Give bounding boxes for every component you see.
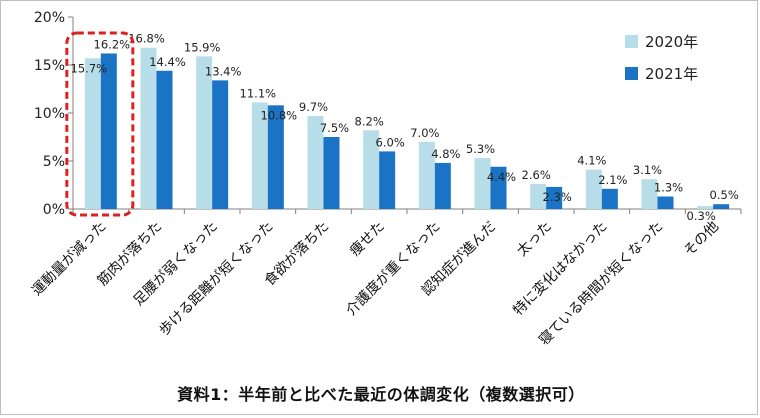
data-label-2020: 5.3% [466,142,495,156]
bar-2021 [657,196,674,209]
bar-2020 [530,184,547,209]
legend-swatch-2021 [625,67,638,80]
y-tick-label: 10% [34,106,65,122]
bar-2021 [267,105,284,209]
data-label-2020: 3.1% [633,163,662,177]
data-label-2021: 16.2% [94,37,131,51]
data-label-2021: 4.4% [487,170,516,184]
bar-2021 [100,53,117,210]
data-label-2020: 15.7% [71,61,108,75]
bar-2020 [196,56,213,209]
bar-2020 [140,47,157,209]
bar-2020 [307,115,324,209]
bar-2021 [156,70,173,209]
data-label-2020: 15.9% [184,40,221,54]
category-label: 介護度が重くなった [343,219,443,319]
data-label-2021: 7.5% [320,121,349,135]
data-label-2021: 6.0% [376,135,405,149]
data-label-2021: 13.4% [205,64,242,78]
data-label-2020: 8.2% [355,114,384,128]
bar-2021 [323,137,340,209]
category-label: その他 [681,219,722,260]
bar-2020 [251,102,268,209]
chart-caption: 資料1：半年前と比べた最近の体調変化（複数選択可） [177,385,585,404]
data-label-2020: 4.1% [577,154,606,168]
category-label: 歩ける距離が短くなった [156,218,277,339]
bar-2021 [434,162,451,209]
data-label-2020: 9.7% [299,100,328,114]
y-tick-label: 0% [43,202,65,218]
y-tick-label: 5% [43,154,65,170]
bar-2020 [363,130,380,209]
category-label: 特に変化はなかった [510,218,611,319]
category-label: 運動量が減った [28,218,109,299]
data-label-2021: 2.3% [543,190,572,204]
data-label-2020: 11.1% [240,86,277,100]
bar-2021 [490,166,507,209]
category-label: 痩せた [346,218,388,260]
legend-label-2020: 2020年 [645,33,698,51]
bar-2021 [601,188,618,209]
data-label-2020: 2.6% [522,168,551,182]
bar-2020 [697,206,714,209]
bar-2021 [546,186,563,209]
data-label-2021: 0.5% [710,188,739,202]
category-label: 太った [514,219,555,260]
bar-2021 [212,80,229,209]
data-label-2020: 0.3% [687,209,716,223]
y-tick-label: 20% [34,10,65,26]
bar-2020 [474,158,491,209]
y-tick-label: 15% [34,58,65,74]
bar-2021 [713,204,730,209]
data-label-2021: 14.4% [149,55,186,69]
data-label-2021: 10.8% [261,108,298,122]
bar-2020 [418,141,435,209]
bar-2020 [641,179,658,209]
data-label-2021: 1.3% [654,181,683,195]
bar-2020 [585,169,602,209]
data-label-2021: 4.8% [431,147,460,161]
legend-label-2021: 2021年 [645,65,698,83]
legend-swatch-2020 [625,35,638,48]
highlight-box [65,31,135,217]
bar-2021 [379,151,396,209]
bar-2020 [84,58,101,209]
data-label-2020: 16.8% [128,32,165,46]
data-label-2020: 7.0% [410,126,439,140]
data-label-2021: 2.1% [598,173,627,187]
